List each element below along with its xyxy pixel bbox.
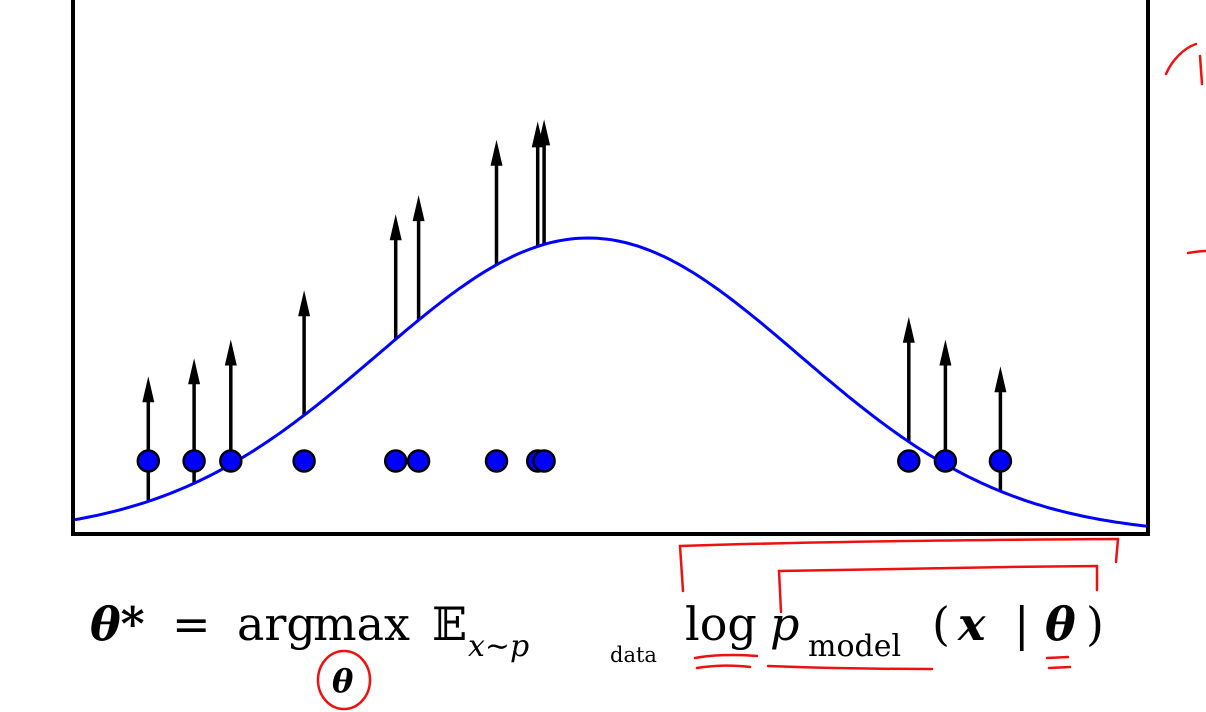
mle-formula: θ* = arg max θ 𝔼 x∼p data log p model ( … <box>90 597 1104 700</box>
given-bar: | <box>1014 597 1030 651</box>
arrow-head-1 <box>188 358 201 385</box>
annotation-underline-theta <box>1045 655 1072 670</box>
density-curve <box>74 236 1148 528</box>
p-symbol: p <box>770 597 799 651</box>
expectation-subscript-data: data <box>610 643 657 667</box>
annotation-circle-theta <box>316 649 372 711</box>
equals-sign: = <box>172 597 211 651</box>
annotation-underline-log <box>693 653 759 670</box>
annotation-bracket-inner <box>777 564 1099 614</box>
arrow-head-9 <box>902 316 915 343</box>
data-point-11 <box>988 449 1013 473</box>
annotation-bracket-outer <box>678 537 1120 593</box>
x-vector: x <box>957 597 986 651</box>
data-point-2 <box>219 449 243 473</box>
arrow-head-4 <box>389 214 402 241</box>
p-subscript: model <box>808 629 901 664</box>
data-point-5 <box>406 449 431 473</box>
data-point-0 <box>136 449 161 473</box>
arrows-group <box>142 119 1007 502</box>
data-point-10 <box>933 449 958 473</box>
theta-param: θ <box>1045 597 1076 651</box>
arrow-head-0 <box>142 376 155 403</box>
arrow-head-10 <box>939 339 952 366</box>
argmax-arg: arg <box>237 597 316 651</box>
close-paren: ) <box>1086 597 1104 651</box>
expectation-subscript: x∼p <box>468 629 529 664</box>
arrow-head-8 <box>538 119 551 146</box>
data-point-6 <box>484 449 509 473</box>
annotation-underline-pmodel <box>766 664 934 671</box>
annotation-mark-top-right <box>1164 42 1204 86</box>
arrow-head-11 <box>994 366 1007 393</box>
argmax-max: max <box>313 597 410 651</box>
open-paren: ( <box>932 597 950 651</box>
plot-frame <box>71 0 1150 536</box>
data-point-9 <box>897 449 921 473</box>
arrow-head-2 <box>224 339 237 366</box>
arrow-head-6 <box>490 139 503 166</box>
data-point-1 <box>182 449 206 473</box>
log-operator: log <box>685 597 757 651</box>
arrow-head-3 <box>298 290 311 317</box>
argmax-subscript: θ <box>332 662 354 700</box>
arrow-head-5 <box>412 195 425 222</box>
data-points-group <box>136 449 1013 473</box>
annotation-mark-right <box>1186 249 1206 255</box>
theta-star: θ* <box>90 597 145 651</box>
red-annotations <box>316 42 1206 711</box>
data-point-4 <box>383 449 408 473</box>
data-point-8 <box>532 449 556 473</box>
expectation-symbol: 𝔼 <box>432 597 467 651</box>
data-point-3 <box>292 449 316 473</box>
